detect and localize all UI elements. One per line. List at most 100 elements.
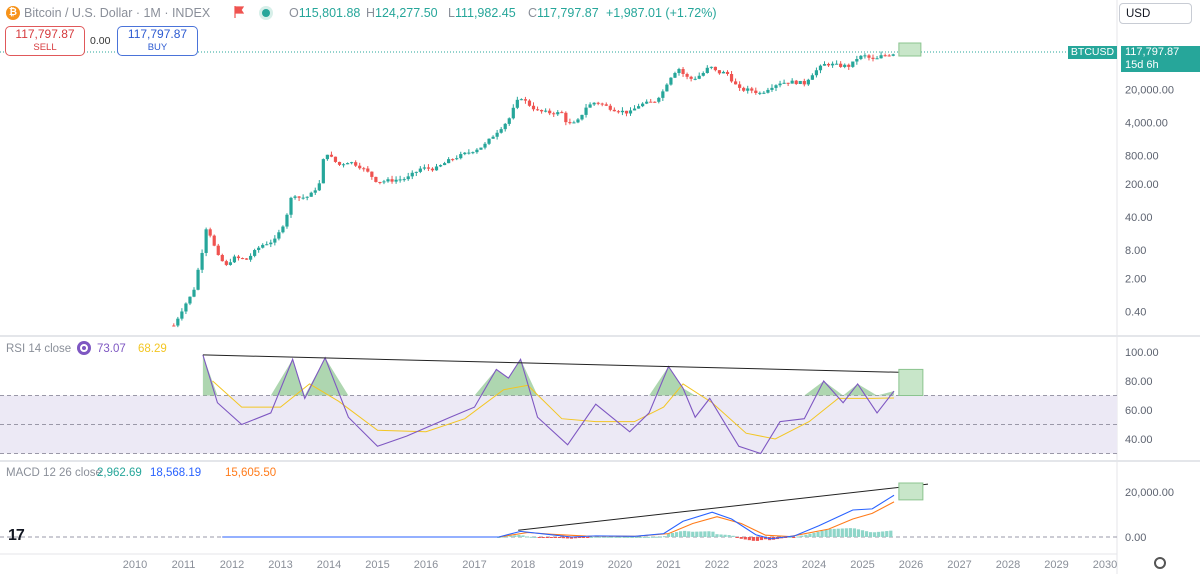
candle	[847, 64, 851, 67]
ohlc-open: O115,801.88	[289, 6, 361, 20]
candle	[531, 105, 536, 110]
macd-histogram-bar	[513, 535, 517, 537]
target-box	[898, 42, 922, 57]
candle	[507, 118, 511, 124]
candle	[669, 77, 673, 85]
candle	[188, 296, 192, 304]
candle	[697, 75, 701, 79]
candle	[240, 258, 245, 260]
tradingview-logo-icon[interactable]: 17	[8, 527, 25, 544]
candle	[855, 59, 859, 62]
rsi-tick-label: 100.00	[1125, 347, 1159, 359]
rsi-overbought-fill	[202, 354, 895, 396]
candle	[859, 55, 863, 60]
macd-histogram-bar	[529, 536, 533, 538]
candle	[539, 109, 544, 112]
candle	[632, 108, 637, 111]
macd-histogram-bar	[590, 536, 594, 538]
time-tick-label: 2022	[705, 559, 729, 571]
settings-gear-icon[interactable]	[1154, 557, 1166, 569]
chart-header: ₿ Bitcoin / U.S. Dollar · 1M · INDEX O11…	[0, 0, 1110, 28]
macd-histogram-bar	[549, 537, 553, 538]
candle	[798, 80, 802, 84]
candle	[354, 162, 358, 166]
candle	[224, 261, 228, 265]
candle	[713, 66, 717, 71]
macd-histogram-bar	[731, 535, 735, 537]
rsi-settings-icon[interactable]	[77, 341, 91, 355]
macd-histogram-bar	[537, 537, 541, 538]
candle	[645, 101, 649, 104]
candle	[499, 129, 503, 133]
candle	[843, 64, 847, 67]
macd-histogram-bar	[525, 536, 529, 538]
symbol-price-tag: BTCUSD	[1068, 46, 1117, 59]
market-status-icon[interactable]	[262, 9, 270, 17]
bar-countdown: 15d 6h	[1125, 58, 1159, 71]
macd-histogram-bar	[565, 537, 570, 539]
rsi-legend-title[interactable]: RSI 14 close	[6, 343, 72, 355]
candle	[390, 179, 394, 182]
macd-histogram-bar	[800, 535, 804, 537]
macd-histogram-bar	[820, 530, 824, 537]
candle	[386, 179, 390, 182]
macd-histogram-bar	[573, 537, 578, 539]
time-tick-label: 2021	[656, 559, 680, 571]
candle	[754, 90, 758, 93]
sell-button[interactable]: 117,797.87 SELL	[5, 26, 85, 56]
last-price-value: 117,797.87	[1125, 46, 1180, 58]
macd-histogram-bar	[594, 536, 598, 538]
candle	[426, 167, 431, 169]
candle	[709, 66, 713, 68]
rsi-value: 73.07	[97, 343, 126, 355]
candle	[685, 73, 689, 77]
candle	[673, 73, 677, 78]
macd-histogram-bar	[792, 537, 796, 538]
candle	[879, 55, 883, 59]
candle	[835, 63, 839, 65]
macd-histogram-bar	[622, 536, 626, 538]
candle	[309, 192, 313, 197]
candle	[802, 80, 806, 85]
candle	[176, 318, 180, 326]
macd-histogram-bar	[691, 531, 695, 537]
time-tick-label: 2020	[608, 559, 632, 571]
candle	[636, 106, 641, 109]
candle	[867, 55, 871, 58]
buy-button[interactable]: 117,797.87 BUY	[117, 26, 198, 56]
macd-histogram-bar	[683, 530, 687, 537]
macd-histogram-bar	[699, 531, 703, 537]
candle	[471, 152, 475, 154]
symbol-title[interactable]: Bitcoin / U.S. Dollar · 1M · INDEX	[24, 6, 211, 20]
candle	[192, 289, 196, 297]
candle	[248, 255, 253, 260]
macd-histogram-bar	[598, 536, 602, 538]
candle	[382, 181, 386, 183]
currency-select[interactable]: USD	[1119, 3, 1192, 24]
candle	[172, 325, 176, 327]
candle	[232, 256, 237, 263]
sell-label: SELL	[33, 42, 57, 53]
candle	[596, 102, 600, 104]
macd-histogram-bar	[541, 537, 545, 538]
macd-histogram-bar	[606, 536, 610, 538]
time-tick-label: 2015	[365, 559, 389, 571]
rsi-line	[202, 354, 895, 455]
macd-legend-title[interactable]: MACD 12 26 close	[6, 467, 102, 479]
ohlc-low: L111,982.45	[448, 6, 516, 20]
candle	[228, 262, 232, 265]
rsi-tick-label: 60.00	[1125, 405, 1153, 417]
candle	[341, 164, 346, 166]
candle	[200, 252, 204, 270]
candle	[600, 103, 604, 105]
candle	[883, 55, 887, 57]
macd-histogram-bar	[885, 531, 889, 537]
candle	[544, 110, 548, 112]
flag-icon[interactable]	[234, 6, 244, 18]
macd-histogram-bar	[877, 531, 881, 537]
macd-histogram-bar	[577, 537, 582, 538]
candle	[378, 181, 382, 183]
candle	[430, 168, 435, 171]
